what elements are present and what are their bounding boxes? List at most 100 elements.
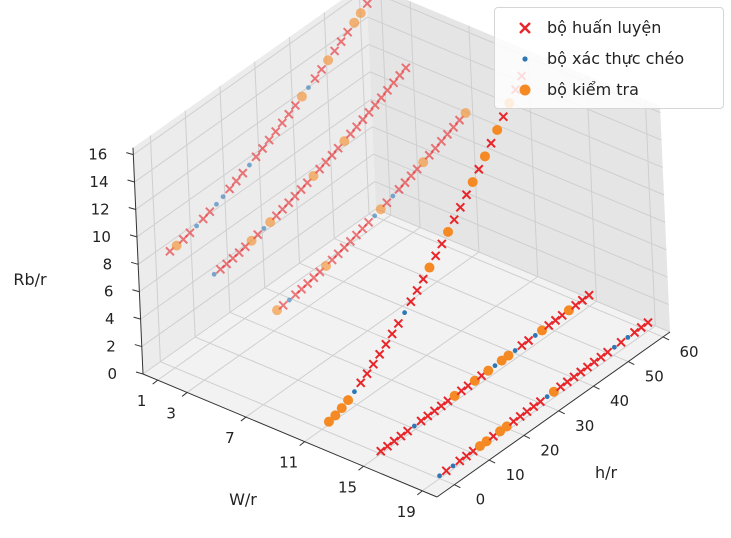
test-point <box>355 8 366 19</box>
grid-line <box>133 0 353 156</box>
validation-point <box>544 394 550 400</box>
grid-line <box>370 98 666 223</box>
validation-point <box>611 344 617 350</box>
z-tick-mark <box>135 371 144 375</box>
train-point <box>436 401 446 411</box>
train-point <box>257 143 268 154</box>
train-point <box>562 377 573 387</box>
train-point <box>271 126 281 137</box>
train-point <box>374 349 385 360</box>
train-point <box>284 109 294 119</box>
grid-line <box>323 12 335 239</box>
x-tick-mark <box>299 441 306 447</box>
train-point <box>356 378 366 388</box>
test-point <box>537 325 548 336</box>
grid-line <box>334 238 629 363</box>
train-point <box>382 197 392 208</box>
grid-line <box>375 208 671 333</box>
x-tick-label: 11 <box>279 454 298 472</box>
train-point <box>351 122 362 132</box>
x-axis-line <box>142 373 438 498</box>
z-tick-label: 6 <box>104 283 114 301</box>
train-point <box>224 184 235 194</box>
x-tick-mark <box>181 392 188 397</box>
train-point <box>253 229 263 240</box>
train-point <box>589 357 599 367</box>
test-point <box>323 416 334 427</box>
y-tick-mark <box>662 336 670 341</box>
train-point <box>185 228 195 238</box>
train-point <box>310 73 320 84</box>
test-point <box>336 403 347 414</box>
validation-point <box>214 201 219 207</box>
validation-point <box>492 363 498 369</box>
x-axis-label: W/r <box>229 490 257 509</box>
train-point <box>569 372 579 382</box>
train-point <box>238 168 248 178</box>
train-point <box>577 295 588 305</box>
train-point <box>388 78 399 88</box>
x-tick-label: 7 <box>225 429 235 447</box>
legend-label-validation: bộ xác thực chéo <box>547 49 685 68</box>
grid-line <box>264 287 559 412</box>
test-point <box>481 436 492 447</box>
validation-point <box>450 463 456 469</box>
validation-point <box>194 223 199 229</box>
cross-marker-icon <box>503 18 547 38</box>
grid-line <box>142 208 377 375</box>
test-point <box>483 365 494 376</box>
y-tick-mark <box>593 385 600 390</box>
grid-line <box>644 99 656 326</box>
y-tick-label: 40 <box>610 392 629 410</box>
test-point <box>449 390 460 401</box>
train-point <box>395 70 405 81</box>
train-point <box>364 107 374 118</box>
train-point <box>362 0 372 9</box>
test-point <box>563 305 574 316</box>
train-point <box>616 337 626 348</box>
z-tick-label: 4 <box>105 310 115 328</box>
validation-point <box>532 333 538 338</box>
train-point <box>376 92 386 103</box>
train-point <box>416 416 426 426</box>
train-point <box>412 285 422 296</box>
grid-line <box>304 276 538 443</box>
grid-line <box>137 98 372 265</box>
grid-line <box>374 181 669 306</box>
validation-point <box>352 389 357 395</box>
validation-point <box>220 194 226 200</box>
x-tick-mark <box>358 465 364 471</box>
grid-line <box>368 213 664 338</box>
train-point <box>376 446 386 456</box>
grid-line <box>372 126 667 251</box>
train-point <box>406 296 416 307</box>
train-point <box>486 138 496 148</box>
y-axis-label: h/r <box>595 463 618 482</box>
validation-point <box>261 226 267 231</box>
grid-line <box>219 86 231 313</box>
test-point <box>479 151 490 162</box>
train-point <box>461 451 472 461</box>
train-point <box>336 36 346 47</box>
validation-point <box>247 162 252 168</box>
train-point <box>523 335 534 346</box>
train-point <box>277 118 287 128</box>
chart-points <box>165 0 653 479</box>
test-point <box>343 395 354 406</box>
z-tick-label: 2 <box>106 338 116 356</box>
y-tick-mark <box>628 361 635 365</box>
grid-line <box>359 0 370 214</box>
test-point <box>460 108 471 119</box>
train-point <box>474 164 484 174</box>
x-tick-mark <box>152 379 159 385</box>
train-point <box>165 246 175 256</box>
train-point <box>231 176 241 186</box>
grid-line <box>288 36 300 264</box>
validation-point <box>390 193 396 199</box>
train-point <box>636 322 646 333</box>
y-tick-label: 60 <box>679 343 698 361</box>
train-point <box>358 114 368 125</box>
x-tick-label: 15 <box>338 478 357 496</box>
train-point <box>290 100 301 111</box>
legend-item-train: bộ huấn luyện <box>503 12 715 43</box>
